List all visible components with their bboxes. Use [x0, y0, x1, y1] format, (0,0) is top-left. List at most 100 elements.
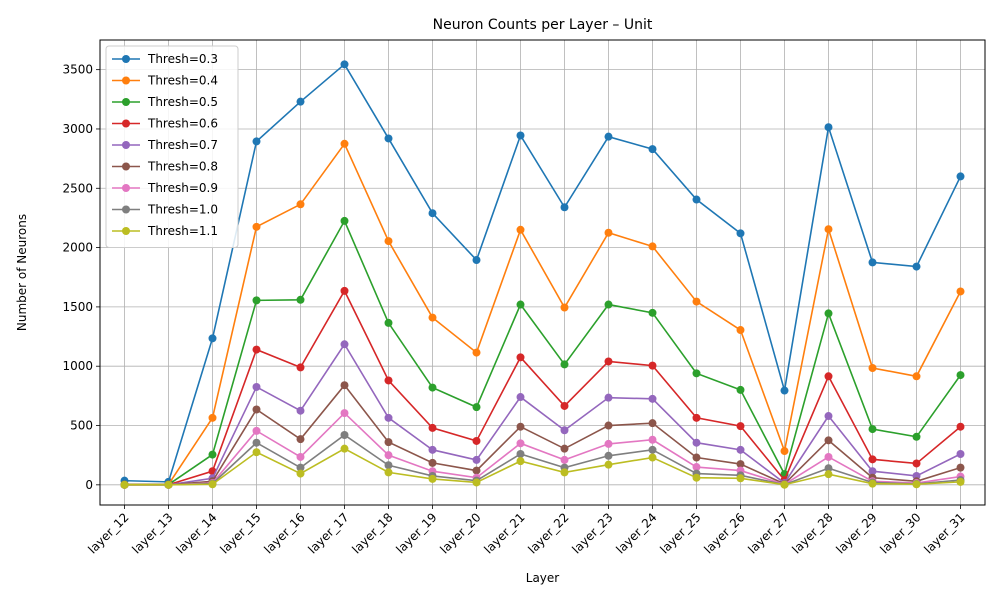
y-tick-label: 2000	[62, 241, 93, 255]
data-point	[384, 237, 393, 246]
legend-entry: Thresh=0.9	[112, 181, 218, 195]
x-tick-label: layer_18	[349, 510, 395, 556]
series-line	[124, 342, 961, 486]
chart-title: Neuron Counts per Layer – Unit	[433, 17, 653, 33]
data-point	[472, 466, 481, 475]
data-point	[428, 383, 437, 392]
data-point	[692, 297, 701, 306]
data-point	[692, 369, 701, 378]
data-point	[692, 195, 701, 204]
data-point	[780, 480, 789, 489]
legend-label: Thresh=0.9	[147, 181, 218, 195]
data-point	[340, 216, 349, 225]
data-point	[868, 425, 877, 434]
y-tick-label: 1500	[62, 300, 93, 314]
series-line	[124, 411, 961, 486]
data-point	[912, 480, 921, 489]
data-point	[692, 438, 701, 447]
legend-label: Thresh=0.6	[147, 117, 218, 131]
data-point	[252, 382, 261, 391]
legend-marker	[122, 76, 130, 85]
series-line	[124, 142, 962, 486]
data-point	[824, 452, 833, 461]
data-point	[384, 134, 393, 143]
data-point	[516, 225, 525, 234]
x-tick-label: layer_19	[393, 510, 439, 556]
legend-marker	[122, 227, 130, 235]
x-axis-ticks: layer_12layer_13layer_14layer_15layer_16…	[85, 505, 968, 556]
data-point	[252, 345, 261, 354]
data-point	[604, 357, 613, 366]
data-point	[384, 318, 393, 327]
data-point	[956, 287, 965, 296]
series-1	[120, 60, 965, 486]
legend-marker	[122, 55, 130, 63]
data-point	[472, 403, 481, 412]
legend-marker	[122, 119, 130, 128]
y-tick-label: 2500	[62, 181, 93, 195]
data-point	[604, 393, 613, 402]
data-point	[384, 413, 393, 422]
x-tick-label: layer_14	[173, 510, 219, 556]
data-point	[340, 286, 349, 295]
legend-entry: Thresh=1.0	[112, 203, 218, 217]
data-point	[516, 393, 525, 402]
data-point	[824, 123, 833, 132]
series-2	[120, 139, 965, 489]
legend-label: Thresh=1.0	[147, 203, 218, 217]
data-point	[868, 479, 877, 488]
data-point	[340, 409, 349, 418]
series-line	[124, 447, 961, 486]
data-point	[648, 435, 657, 444]
data-point	[604, 300, 613, 309]
data-point	[164, 480, 173, 489]
y-tick-label: 1000	[62, 359, 93, 373]
x-tick-label: layer_24	[613, 510, 659, 556]
series-9	[120, 444, 965, 489]
x-tick-label: layer_25	[657, 510, 703, 556]
data-point	[208, 413, 217, 422]
data-point	[296, 463, 305, 472]
data-point	[472, 436, 481, 445]
x-tick-label: layer_16	[261, 510, 307, 556]
data-point	[516, 439, 525, 448]
series-5	[120, 340, 965, 489]
data-point	[604, 451, 613, 460]
data-point	[868, 258, 877, 267]
data-point	[428, 423, 437, 432]
series-line	[124, 219, 962, 486]
data-point	[824, 309, 833, 318]
data-point	[296, 406, 305, 415]
data-point	[956, 477, 965, 486]
data-point	[648, 361, 657, 370]
data-point	[560, 468, 569, 477]
data-point	[252, 426, 261, 435]
data-point	[252, 448, 261, 457]
data-point	[340, 381, 349, 390]
x-tick-label: layer_15	[217, 510, 263, 556]
data-point	[736, 326, 745, 335]
data-point	[824, 372, 833, 381]
series-line	[124, 383, 961, 486]
series-line	[124, 63, 962, 483]
data-point	[472, 478, 481, 487]
data-point	[604, 228, 613, 237]
data-point	[472, 348, 481, 357]
x-tick-label: layer_17	[305, 510, 351, 556]
data-point	[428, 209, 437, 218]
legend-marker	[122, 141, 130, 149]
data-point	[296, 452, 305, 461]
data-point	[648, 308, 657, 317]
data-point	[824, 412, 833, 421]
data-point	[384, 376, 393, 385]
x-tick-label: layer_21	[481, 510, 527, 556]
data-point	[736, 474, 745, 483]
data-point	[736, 385, 745, 394]
data-point	[824, 464, 833, 473]
data-point	[868, 363, 877, 372]
data-point	[516, 449, 525, 458]
data-point	[340, 60, 349, 69]
legend: Thresh=0.3 Thresh=0.4 Thresh=0.5 Thresh=0.6…	[105, 45, 239, 248]
data-point	[692, 413, 701, 422]
data-point	[736, 229, 745, 238]
